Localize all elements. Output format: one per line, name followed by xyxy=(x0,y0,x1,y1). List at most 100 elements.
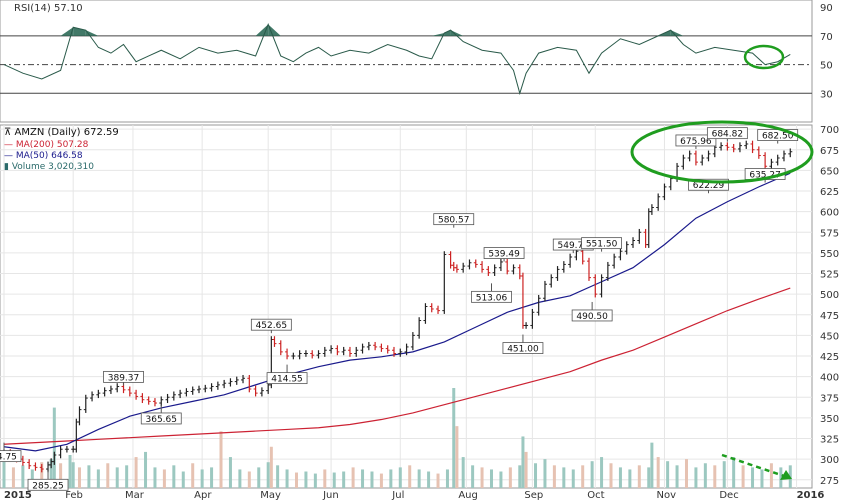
volume-bar xyxy=(96,469,100,488)
price-tick-label: 675 xyxy=(820,146,839,157)
price-label-box xyxy=(140,412,182,425)
price-label-box xyxy=(0,450,22,463)
volume-bar xyxy=(760,469,764,488)
price-tick-label: 350 xyxy=(820,414,839,425)
volume-bar xyxy=(628,469,632,488)
price-label-box xyxy=(103,370,144,383)
volume-bar xyxy=(666,461,670,488)
price-legend: ⊼ AMZN (Daily) 672.59 — MA(200) 507.28 —… xyxy=(4,127,119,172)
price-tick-label: 400 xyxy=(820,373,839,384)
volume-bar xyxy=(590,461,594,488)
price-axis: 700 675 650 625 600 575 550 525 500 475 450 425 400 3… xyxy=(820,125,839,487)
volume-bar xyxy=(200,469,204,488)
price-label: 365.65 xyxy=(146,415,178,425)
date-tick-label: 2015 xyxy=(4,490,32,500)
rsi-overbought-area xyxy=(444,30,451,36)
date-tick-label: Nov xyxy=(656,490,676,500)
volume-bar xyxy=(751,467,755,488)
date-axis: 2015 Feb Mar Apr May Jun Jul Aug Sep Oct Nov Dec 201… xyxy=(4,490,825,501)
volume-bar xyxy=(361,469,365,488)
volume-bar xyxy=(228,457,232,488)
rsi-frame xyxy=(0,0,813,123)
price-label-box xyxy=(266,372,308,385)
price-tick-label: 575 xyxy=(820,228,839,239)
date-tick-label: Jun xyxy=(322,490,339,500)
price-label: 490.50 xyxy=(576,312,608,322)
price-label-box xyxy=(706,127,748,140)
price-tick-label: 550 xyxy=(820,249,839,260)
volume-bar xyxy=(703,463,707,488)
volume-bar xyxy=(656,457,660,488)
price-label-box xyxy=(675,134,717,147)
volume-bar xyxy=(49,459,53,488)
price-frame xyxy=(0,124,813,489)
volume-bar xyxy=(219,431,223,488)
volume-bar xyxy=(269,446,273,488)
volume-bar xyxy=(694,467,698,488)
volume-bar xyxy=(238,469,242,488)
volume-bar xyxy=(106,463,110,488)
price-tick-label: 300 xyxy=(820,455,839,466)
volume-bar xyxy=(552,465,556,488)
volume-bar xyxy=(398,467,402,488)
price-tick-label: 600 xyxy=(820,208,839,219)
date-tick-label: Dec xyxy=(719,490,738,500)
price-label: 389.37 xyxy=(108,373,140,383)
volume-bar xyxy=(521,436,525,488)
volume-bar xyxy=(543,459,547,488)
price-label: 551.50 xyxy=(586,240,618,250)
price-label-box xyxy=(27,478,69,491)
volume-bar xyxy=(30,469,34,488)
price-label: 451.00 xyxy=(507,345,539,355)
price-label: 675.96 xyxy=(680,137,712,147)
price-bars xyxy=(2,140,793,473)
rsi-tick-label: 30 xyxy=(820,89,833,100)
rsi-axis: 90 70 50 30 xyxy=(820,3,833,100)
volume-bar xyxy=(115,467,119,488)
legend-ma50: — MA(50) 646.58 xyxy=(4,151,83,161)
volume-bar xyxy=(266,462,270,488)
volume-bar xyxy=(304,471,308,488)
price-label: 452.65 xyxy=(256,321,288,331)
legend-title-text: AMZN (Daily) 672.59 xyxy=(15,127,119,138)
price-label: 622.29 xyxy=(693,181,725,191)
price-label-box xyxy=(688,178,729,191)
volume-bar xyxy=(294,472,298,488)
volume-bar xyxy=(276,465,280,488)
volume-bar xyxy=(59,463,63,488)
date-tick-label: 2016 xyxy=(797,490,825,500)
volume-bar xyxy=(534,463,538,488)
volume-bar xyxy=(52,407,56,488)
price-label: 14.75 xyxy=(0,453,17,463)
volume-bar xyxy=(499,471,503,488)
price-tick-label: 625 xyxy=(820,187,839,198)
price-label-box xyxy=(250,318,292,331)
volume-bar xyxy=(779,467,783,488)
price-tick-label: 500 xyxy=(820,290,839,301)
rsi-legend: RSI(14) 57.10 xyxy=(14,3,83,14)
volume-trend-arrowhead xyxy=(780,470,792,480)
price-label: 513.06 xyxy=(476,293,508,303)
volume-bars xyxy=(2,388,792,488)
volume-bar xyxy=(609,463,613,488)
rsi-overbought-area xyxy=(60,27,74,36)
volume-bar xyxy=(769,463,773,488)
volume-bar xyxy=(480,467,484,488)
price-label: 682.50 xyxy=(762,132,794,142)
volume-bar xyxy=(461,457,465,488)
price-label-box xyxy=(571,309,613,322)
volume-trend-arrow xyxy=(721,453,791,480)
price-tick-label: 450 xyxy=(820,331,839,342)
volume-bar xyxy=(71,462,75,488)
date-tick-label: Apr xyxy=(194,490,212,500)
date-tick-label: Feb xyxy=(65,490,83,500)
volume-bar xyxy=(562,467,566,488)
date-tick-label: Oct xyxy=(587,490,604,500)
price-tick-label: 425 xyxy=(820,352,839,363)
rsi-tick-label: 50 xyxy=(820,61,833,72)
price-label: 414.55 xyxy=(271,375,303,385)
price-label: 549.78 xyxy=(558,241,590,251)
volume-bar xyxy=(257,467,261,488)
